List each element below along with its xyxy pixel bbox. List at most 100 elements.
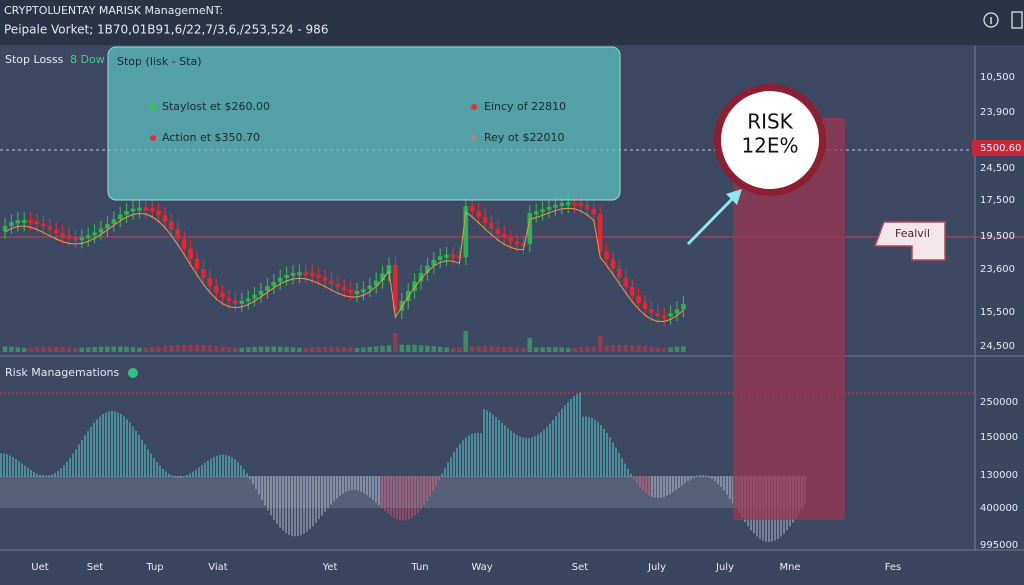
volume-bar [335,346,341,352]
volume-bar [111,346,117,352]
volume-bar [636,345,641,352]
candle-body [533,211,539,215]
hist-bar [678,476,680,488]
volume-bar [521,347,526,352]
volume-bar [533,347,539,352]
hist-bar [18,461,20,477]
hist-bar [321,476,323,516]
hist-bar [228,455,230,477]
hist-bar [282,476,284,531]
hist-bar [285,476,287,534]
volume-bar [681,346,686,352]
axis-label: 19,500 [980,231,1015,242]
hist-bar [621,458,623,477]
hist-bar [213,457,215,477]
risk-badge-text: RISK [747,110,793,134]
hist-bar [198,467,200,477]
hist-bar [171,475,173,477]
volume-bar [450,347,456,352]
hist-bar [174,476,176,478]
hist-bar [279,476,281,528]
volume-bar [169,345,174,352]
volume-bar [585,346,590,352]
hist-bar [414,476,416,516]
volume-bar [143,347,149,352]
hist-bar [495,417,497,477]
axis-label: 23,900 [980,107,1015,118]
volume-bar [85,347,91,352]
volume-bar [642,346,648,352]
hist-bar [438,476,440,481]
axis-label: 10,500 [980,72,1015,83]
candle-body [597,214,603,252]
hist-bar [714,476,716,482]
hist-bar [702,474,704,477]
volume-bar [348,347,353,352]
hist-bar [654,476,656,498]
x-label: Yet [322,562,338,573]
candle-body [79,237,85,241]
volume-bar [341,347,347,352]
volume-bar [303,347,309,352]
candle-body [149,208,155,212]
hist-bar [471,433,473,477]
x-label: Mne [779,562,800,573]
hist-bar [177,476,179,478]
hist-bar [579,392,581,477]
candle-body [303,272,309,276]
volume-bar [53,346,59,352]
hist-bar [474,432,476,477]
hist-bar [87,430,89,477]
hist-bar [270,476,272,516]
volume-bar [386,345,392,352]
info-box [107,46,621,201]
candle-body [495,228,501,234]
hist-bar [396,476,398,520]
volume-bar [188,344,193,352]
candle-body [373,280,379,286]
candle-body [393,265,398,311]
hist-bar [456,447,458,477]
candle-body [60,233,65,237]
candle-body [610,259,616,269]
volume-bar [655,347,661,352]
volume-bar [367,346,373,352]
hist-bar [192,471,194,477]
hist-bar [204,462,206,477]
hist-bar [585,416,587,477]
candle-body [553,204,558,208]
volume-bar [623,344,629,352]
candle-body [66,235,72,239]
legend-dot [150,104,156,110]
hist-bar [528,437,530,477]
volume-bar [220,346,225,352]
candle-body [514,241,520,245]
volume-bar [591,346,597,352]
volume-bar [137,347,142,352]
hist-bar [90,426,92,477]
hist-bar [675,476,677,490]
hist-bar [591,417,593,477]
hist-bar [576,394,578,477]
hist-bar [357,476,359,491]
candle-body [297,272,302,276]
hist-bar [144,444,146,477]
hist-bar [483,409,485,477]
candle-body [469,206,475,212]
hist-bar [450,457,452,477]
candle-body [463,206,469,258]
hist-bar [294,476,296,537]
hist-bar [510,430,512,477]
candle-body [540,209,545,213]
hist-bar [303,476,305,534]
hist-bar [66,461,68,477]
hist-bar [135,430,137,477]
volume-bar [15,347,21,352]
info-icon[interactable] [983,12,999,28]
candle-body [649,309,654,314]
hist-bar [684,476,686,484]
hist-bar [729,476,731,500]
hist-bar [75,449,77,477]
axis-label: 15,500 [980,307,1015,318]
window-icon[interactable] [1011,11,1023,29]
